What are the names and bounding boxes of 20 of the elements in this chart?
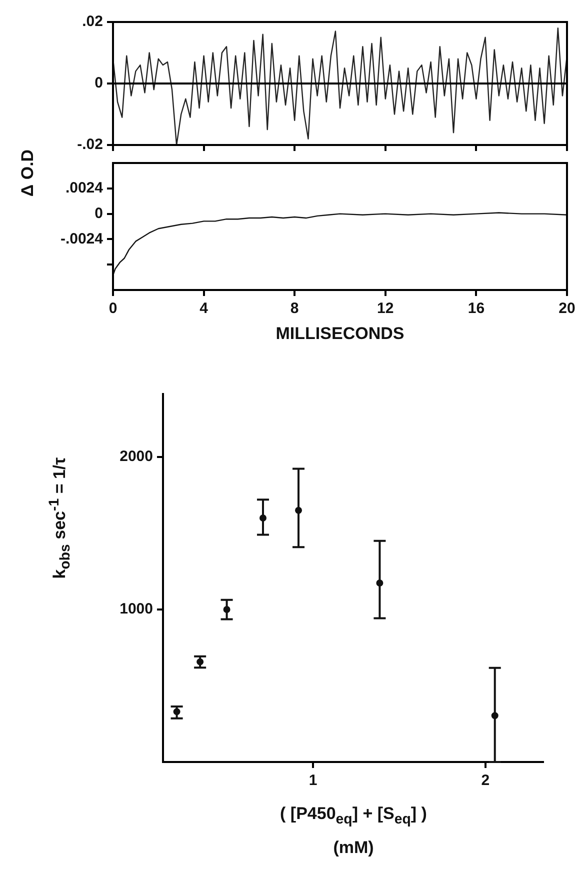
x-tick-label: 0 xyxy=(108,300,118,318)
y-tick-label: 0 xyxy=(94,204,103,222)
text: (mM) xyxy=(333,838,374,858)
y-tick-label: -.0024 xyxy=(60,230,104,248)
x-tick-label: 2 xyxy=(481,772,490,790)
x-tick-label: 20 xyxy=(558,300,576,318)
x-tick-label: 16 xyxy=(468,300,485,318)
y-tick-label: .02 xyxy=(82,13,103,30)
x-axis-title: ( [P450$_{eq}$] + [S$_{eq}$] ) xyxy=(280,804,427,828)
x-tick-label: 1 xyxy=(308,772,318,790)
y-tick-label: .0024 xyxy=(65,180,104,197)
x-tick-label: 12 xyxy=(377,300,394,318)
y-tick-label: -.02 xyxy=(77,136,103,154)
y-tick-label: 0 xyxy=(94,74,103,92)
x-axis-title: MILLISECONDS xyxy=(276,324,404,344)
y-axis-title: Δ O.D xyxy=(18,149,38,197)
y-tick-label: 1000 xyxy=(120,600,153,618)
y-tick-label: 2000 xyxy=(120,448,153,466)
x-tick-label: 8 xyxy=(290,300,299,318)
x-tick-label: 4 xyxy=(200,300,209,318)
